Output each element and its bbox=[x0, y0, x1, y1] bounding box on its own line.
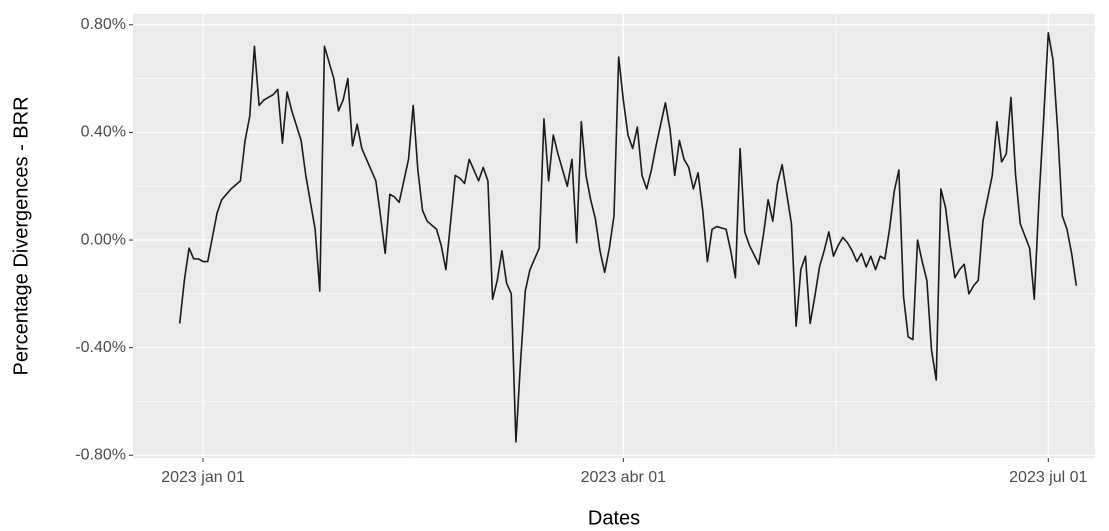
y-tick-label: -0.80% bbox=[75, 447, 126, 464]
x-axis-title: Dates bbox=[588, 507, 640, 529]
y-axis-title: Percentage Divergences - BRR bbox=[10, 96, 32, 375]
y-tick-label: 0.00% bbox=[81, 231, 126, 248]
x-tick-label: 2023 jan 01 bbox=[161, 469, 245, 486]
y-tick-label: 0.40% bbox=[81, 124, 126, 141]
x-tick-label: 2023 abr 01 bbox=[581, 469, 667, 486]
panel bbox=[133, 14, 1095, 458]
y-tick-label: 0.80% bbox=[81, 16, 126, 33]
y-tick-label: -0.40% bbox=[75, 339, 126, 356]
data-line bbox=[178, 32, 1078, 443]
x-tick-label: 2023 jul 01 bbox=[1009, 469, 1087, 486]
